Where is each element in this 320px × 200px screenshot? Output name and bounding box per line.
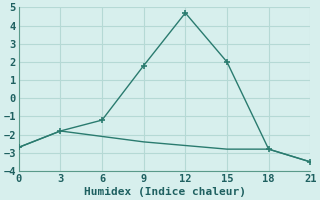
X-axis label: Humidex (Indice chaleur): Humidex (Indice chaleur) [84,186,245,197]
